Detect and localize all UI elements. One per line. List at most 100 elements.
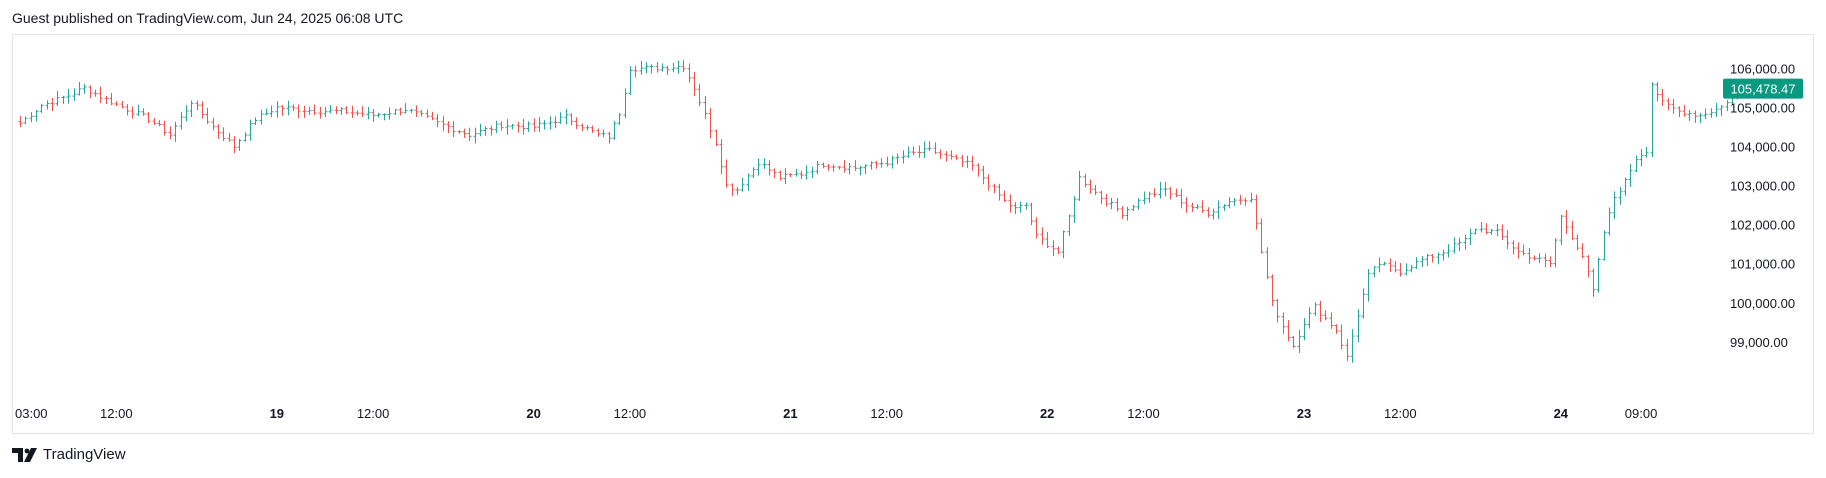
- ohlc-bar: [1677, 106, 1682, 118]
- ohlc-bar: [1029, 202, 1034, 226]
- ohlc-bar: [1350, 329, 1355, 363]
- ohlc-bar: [1147, 191, 1152, 203]
- ohlc-bar: [869, 161, 874, 170]
- ohlc-bar: [585, 124, 590, 131]
- ohlc-bar: [917, 145, 922, 158]
- price-tick-label: 99,000.00: [1730, 335, 1788, 350]
- ohlc-bar: [1302, 318, 1307, 341]
- ohlc-bar: [703, 95, 708, 120]
- ohlc-bar: [1345, 339, 1350, 362]
- ohlc-bar: [1297, 329, 1302, 354]
- ohlc-bar: [467, 127, 472, 142]
- ohlc-bar: [339, 107, 344, 115]
- ohlc-bar: [1725, 100, 1730, 112]
- ohlc-bar: [1318, 300, 1323, 322]
- ohlc-bar: [1580, 243, 1585, 259]
- ohlc-bar: [911, 146, 916, 156]
- ohlc-bar: [783, 168, 788, 184]
- ohlc-bar: [724, 159, 729, 188]
- ohlc-bar: [1516, 242, 1521, 259]
- ohlc-bar: [665, 65, 670, 75]
- ohlc-bar: [430, 111, 435, 121]
- ohlc-bar: [1024, 202, 1029, 210]
- ohlc-bar: [1666, 98, 1671, 111]
- ohlc-bar: [1142, 191, 1147, 205]
- ohlc-bar: [1377, 257, 1382, 273]
- ohlc-bar: [681, 60, 686, 73]
- ohlc-bar: [1446, 244, 1451, 258]
- ohlc-bar: [1452, 237, 1457, 254]
- ohlc-bar: [1013, 201, 1018, 214]
- ohlc-bar: [451, 121, 456, 138]
- ohlc-bar: [184, 105, 189, 122]
- ohlc-bar: [756, 158, 761, 176]
- ohlc-bar: [125, 104, 130, 116]
- ohlc-bar: [499, 121, 504, 131]
- ohlc-bar: [435, 114, 440, 128]
- price-axis[interactable]: 99,000.00 100,000.00 101,000.00 102,000.00 1…: [1730, 61, 1795, 350]
- ohlc-bar: [564, 108, 569, 125]
- ohlc-bar: [708, 108, 713, 139]
- chart-panel[interactable]: 99,000.00 100,000.00 101,000.00 102,000.00 1…: [12, 34, 1814, 434]
- ohlc-bar: [1265, 247, 1270, 280]
- ohlc-bar: [687, 63, 692, 83]
- time-tick-label: 21: [783, 406, 797, 421]
- ohlc-bar: [376, 112, 381, 118]
- price-tick-label: 104,000.00: [1730, 139, 1795, 154]
- ohlc-bar: [826, 164, 831, 171]
- ohlc-bar: [628, 66, 633, 95]
- ohlc-bar: [874, 160, 879, 169]
- ohlc-bar: [553, 116, 558, 128]
- ohlc-bar: [1714, 102, 1719, 117]
- ohlc-bar: [901, 150, 906, 164]
- ohlc-bar: [334, 106, 339, 115]
- ohlc-bar: [1211, 208, 1216, 220]
- ohlc-bar: [1693, 110, 1698, 123]
- ohlc-bar: [39, 103, 44, 113]
- ohlc-bar: [441, 116, 446, 132]
- ohlc-bar: [1596, 257, 1601, 293]
- ohlc-bar: [189, 100, 194, 118]
- ohlc-bar: [890, 155, 895, 169]
- ohlc-bar: [740, 177, 745, 192]
- ohlc-bar: [88, 85, 93, 99]
- ohlc-bar: [1002, 190, 1007, 203]
- ohlc-bar: [831, 164, 836, 172]
- ohlc-bar: [136, 104, 141, 116]
- ohlc-bar: [986, 174, 991, 191]
- ohlc-bar: [1061, 230, 1066, 259]
- ohlc-bar: [772, 168, 777, 179]
- ohlc-bar: [1500, 224, 1505, 241]
- ohlc-bar: [1719, 104, 1724, 116]
- ohlc-bar: [1682, 105, 1687, 117]
- ohlc-bar: [954, 154, 959, 160]
- tradingview-logo[interactable]: TradingView: [12, 446, 126, 463]
- ohlc-bar: [692, 71, 697, 97]
- ohlc-bar: [906, 146, 911, 159]
- ohlc-bar: [976, 163, 981, 177]
- ohlc-chart[interactable]: 99,000.00 100,000.00 101,000.00 102,000.00 1…: [13, 35, 1813, 433]
- ohlc-bar: [601, 129, 606, 138]
- ohlc-bar: [1232, 198, 1237, 206]
- ohlc-bar: [970, 155, 975, 171]
- ohlc-bar: [1564, 209, 1569, 235]
- ohlc-bar: [18, 116, 23, 128]
- ohlc-bar: [1575, 234, 1580, 251]
- ohlc-bar: [1270, 274, 1275, 307]
- ohlc-bar: [302, 105, 307, 118]
- ohlc-bar: [264, 108, 269, 116]
- ohlc-bar: [61, 95, 66, 104]
- ohlc-bar: [1671, 99, 1676, 114]
- ohlc-bar: [1473, 228, 1478, 235]
- ohlc-bar: [788, 173, 793, 178]
- ohlc-bar: [173, 121, 178, 142]
- ohlc-bar: [104, 95, 109, 105]
- time-axis[interactable]: 03:00 12:00 19 12:00 20 12:00 21 12:00 22 12:00 23…: [15, 406, 1657, 421]
- ohlc-bar: [633, 65, 638, 78]
- ohlc-bar: [1537, 253, 1542, 263]
- ohlc-bar: [77, 81, 82, 96]
- ohlc-bar: [1291, 335, 1296, 349]
- ohlc-bar: [403, 103, 408, 114]
- ohlc-bar: [1644, 146, 1649, 158]
- ohlc-bar: [660, 63, 665, 72]
